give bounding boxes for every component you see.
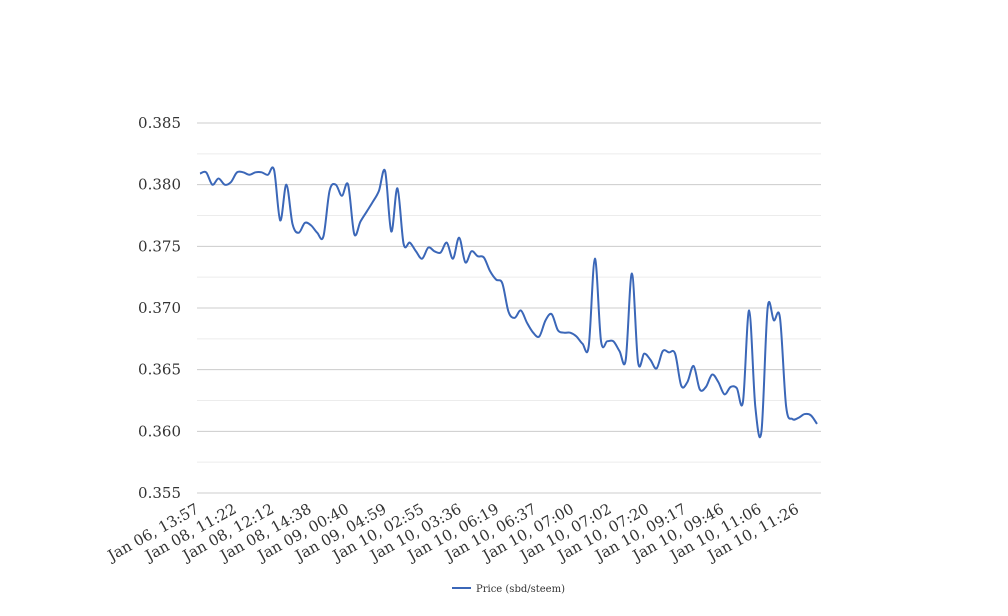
series-lines xyxy=(199,166,818,439)
y-tick-label: 0.365 xyxy=(138,361,181,379)
series-line-price xyxy=(199,166,818,439)
grid xyxy=(197,122,821,494)
legend[interactable]: Price (sbd/steem) xyxy=(452,584,565,595)
y-tick-label: 0.380 xyxy=(138,176,181,194)
y-tick-label: 0.370 xyxy=(138,299,181,317)
y-tick-label: 0.355 xyxy=(138,484,181,502)
y-tick-label: 0.385 xyxy=(138,114,181,132)
y-axis-ticks: 0.355 0.360 0.365 0.370 0.375 0.380 0.385 xyxy=(138,114,181,502)
y-tick-label: 0.360 xyxy=(138,422,181,440)
legend-label: Price (sbd/steem) xyxy=(476,584,565,595)
y-tick-label: 0.375 xyxy=(138,237,181,255)
